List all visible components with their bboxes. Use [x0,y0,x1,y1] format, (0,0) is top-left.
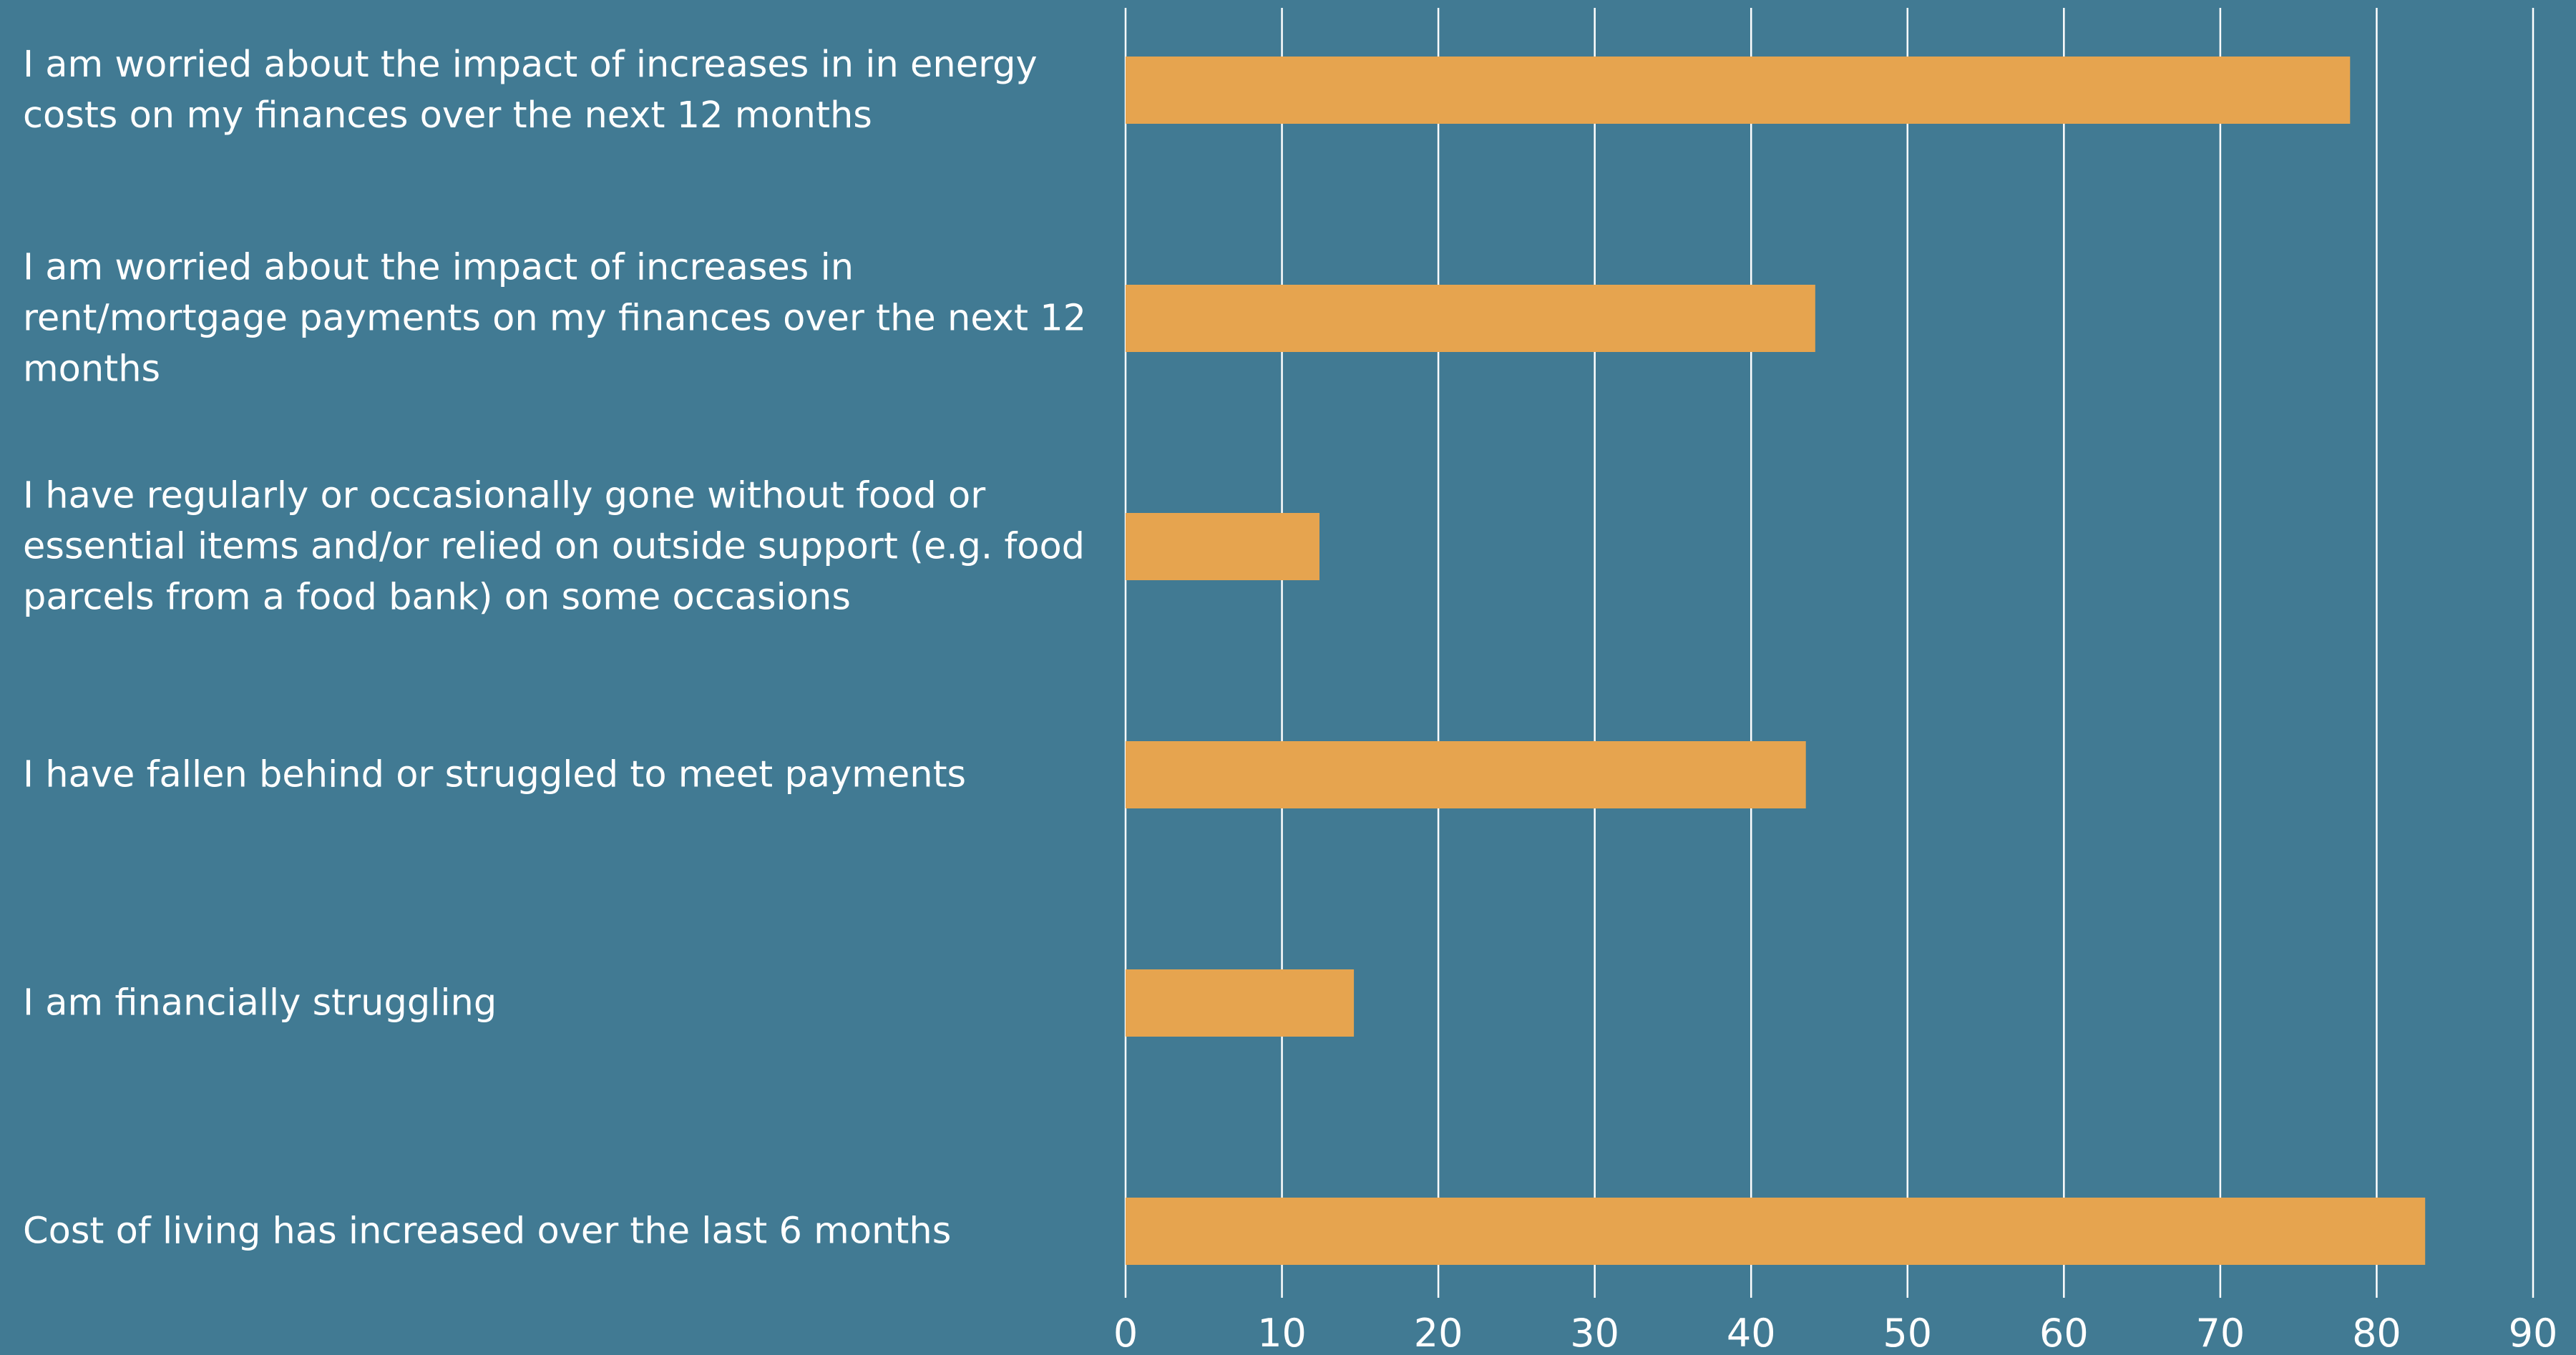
x-tick-label: 20 [1414,1311,1463,1355]
bar [1126,513,1320,580]
bar [1126,285,1815,352]
x-tick-label: 40 [1727,1311,1776,1355]
category-label: I am worried about the impact of increas… [23,44,1038,137]
x-tick-label: 60 [2039,1311,2089,1355]
x-tick-label: 80 [2352,1311,2401,1355]
category-label: I am worried about the impact of increas… [23,246,1087,391]
bar [1126,741,1806,808]
x-tick-label: 0 [1113,1311,1138,1355]
bar [1126,57,2351,124]
category-label: I am financially struggling [23,982,497,1024]
x-tick-label: 50 [1883,1311,1932,1355]
category-label: I have regularly or occasionally gone wi… [23,474,1085,619]
category-label: Cost of living has increased over the la… [23,1210,952,1253]
x-tick-label: 10 [1257,1311,1307,1355]
x-tick-label: 70 [2196,1311,2245,1355]
x-tick-label: 90 [2509,1311,2558,1355]
x-tick-label: 30 [1570,1311,1619,1355]
bar [1126,969,1355,1037]
bar [1126,1198,2426,1265]
category-label: I have fallen behind or struggled to mee… [23,753,967,796]
